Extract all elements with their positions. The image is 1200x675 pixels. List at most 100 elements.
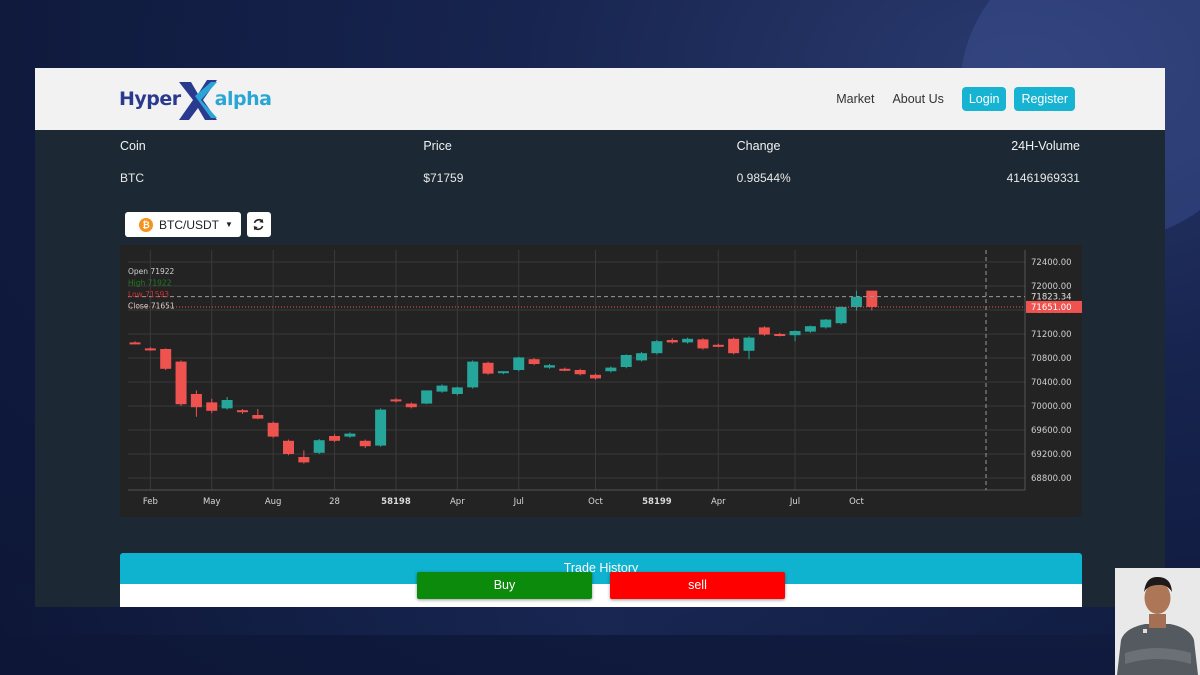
candle-body xyxy=(528,359,540,364)
chart-background xyxy=(120,245,1082,517)
x-tick-label: Oct xyxy=(588,497,603,507)
x-tick-label: 28 xyxy=(329,497,340,507)
nav-about-link[interactable]: About Us xyxy=(892,92,944,106)
candle-body xyxy=(804,326,816,332)
candle-body xyxy=(221,400,233,409)
candle-body xyxy=(267,422,279,437)
candle-body xyxy=(866,290,878,307)
top-navbar: Hyper alpha Market About Us Login Regist… xyxy=(35,68,1165,130)
candle-body xyxy=(743,337,755,351)
nav-market-link[interactable]: Market xyxy=(836,92,875,106)
candle-body xyxy=(206,402,218,411)
candle-body xyxy=(160,349,172,369)
candle-body xyxy=(574,370,586,375)
cell-volume: 41461969331 xyxy=(1006,170,1080,185)
candle-body xyxy=(682,338,694,343)
candle-body xyxy=(390,399,402,402)
logo-text-left: Hyper xyxy=(119,88,181,110)
chart-toolbar: ₿ BTC/USDT ▼ xyxy=(125,212,271,237)
candle-body xyxy=(789,331,801,336)
legend-close: Close 71651 xyxy=(128,302,175,311)
candle-body xyxy=(252,415,264,419)
x-tick-label: 58199 xyxy=(642,497,672,507)
candle-body xyxy=(666,340,678,343)
legend-open: Open 71922 xyxy=(128,267,175,276)
header-price: Price xyxy=(423,139,452,153)
y-tick-label: 72400.00 xyxy=(1031,258,1072,268)
candle-body xyxy=(451,387,463,394)
nav-links: Market About Us Login Register xyxy=(836,87,1075,111)
candle-body xyxy=(144,348,156,351)
header-volume: 24H-Volume xyxy=(1011,139,1080,153)
x-tick-label: Aug xyxy=(265,497,282,507)
last-price-box xyxy=(1026,300,1082,313)
trade-history-bar[interactable]: Trade History xyxy=(120,553,1082,584)
caret-down-icon: ▼ xyxy=(225,220,233,229)
x-tick-label: May xyxy=(203,497,221,507)
cell-price: $71759 xyxy=(423,170,464,185)
candlestick-chart[interactable]: 72400.0072000.0071600.0071200.0070800.00… xyxy=(120,245,1082,517)
y-tick-label: 70400.00 xyxy=(1031,378,1072,388)
candle-body xyxy=(758,327,770,335)
candle-body xyxy=(774,334,786,336)
candle-body xyxy=(298,457,310,463)
legend-low: Low 71593 xyxy=(128,290,169,299)
logo-text-right: alpha xyxy=(214,88,272,110)
candle-body xyxy=(436,385,448,392)
y-tick-label: 70800.00 xyxy=(1031,354,1072,364)
chart-svg[interactable]: 72400.0072000.0071600.0071200.0070800.00… xyxy=(120,245,1082,517)
cell-coin: BTC xyxy=(120,170,144,185)
legend-high: High 71922 xyxy=(128,279,172,288)
candle-body xyxy=(359,440,371,447)
brand-logo[interactable]: Hyper alpha xyxy=(119,74,272,124)
buy-button[interactable]: Buy xyxy=(417,572,592,599)
x-tick-label: Jul xyxy=(789,497,800,507)
logo-x-icon xyxy=(178,80,217,120)
candle-body xyxy=(697,339,709,349)
bitcoin-icon: ₿ xyxy=(139,217,153,232)
candle-body xyxy=(467,361,479,388)
refresh-button[interactable] xyxy=(246,212,271,237)
candle-body xyxy=(375,409,387,446)
candle-body xyxy=(236,410,248,413)
presenter-image xyxy=(1115,568,1200,675)
candle-body xyxy=(850,296,862,307)
candle-body xyxy=(559,368,571,371)
sell-button[interactable]: sell xyxy=(610,572,785,599)
pair-select-dropdown[interactable]: ₿ BTC/USDT ▼ xyxy=(125,212,241,237)
candle-body xyxy=(712,344,724,347)
pair-select-label: BTC/USDT xyxy=(159,217,219,232)
refresh-icon xyxy=(254,218,264,231)
candle-body xyxy=(590,374,601,379)
candle-body xyxy=(283,440,294,454)
ticker-data-row: BTC $71759 0.98544% 41461969331 xyxy=(120,162,1080,193)
candle-body xyxy=(129,342,141,345)
candle-body xyxy=(835,307,847,324)
x-tick-label: Jul xyxy=(513,497,524,507)
candle-body xyxy=(728,338,740,354)
candle-body xyxy=(329,436,341,441)
y-tick-label: 71200.00 xyxy=(1031,330,1072,340)
trade-history-panel xyxy=(120,584,1082,607)
y-tick-label: 70000.00 xyxy=(1031,402,1072,412)
ticker-header-row: Coin Price Change 24H-Volume xyxy=(120,130,1080,162)
header-coin: Coin xyxy=(120,139,146,153)
candle-body xyxy=(651,341,663,354)
x-tick-label: 58198 xyxy=(381,497,411,507)
candle-body xyxy=(497,371,509,374)
candle-body xyxy=(421,390,433,404)
cell-change: 0.98544% xyxy=(736,170,791,185)
candle-body xyxy=(636,353,648,361)
login-button[interactable]: Login xyxy=(961,87,1007,111)
webcam-overlay xyxy=(1115,568,1200,675)
app-window: Hyper alpha Market About Us Login Regist… xyxy=(35,68,1165,607)
x-tick-label: Apr xyxy=(711,497,726,507)
candle-body xyxy=(605,367,617,372)
x-tick-label: Oct xyxy=(849,497,864,507)
y-tick-label: 69600.00 xyxy=(1031,426,1072,436)
last-price-label: 71651.00 xyxy=(1031,303,1072,313)
candle-body xyxy=(313,440,325,453)
candle-body xyxy=(513,357,525,370)
register-button[interactable]: Register xyxy=(1014,87,1075,111)
header-change: Change xyxy=(736,139,781,153)
